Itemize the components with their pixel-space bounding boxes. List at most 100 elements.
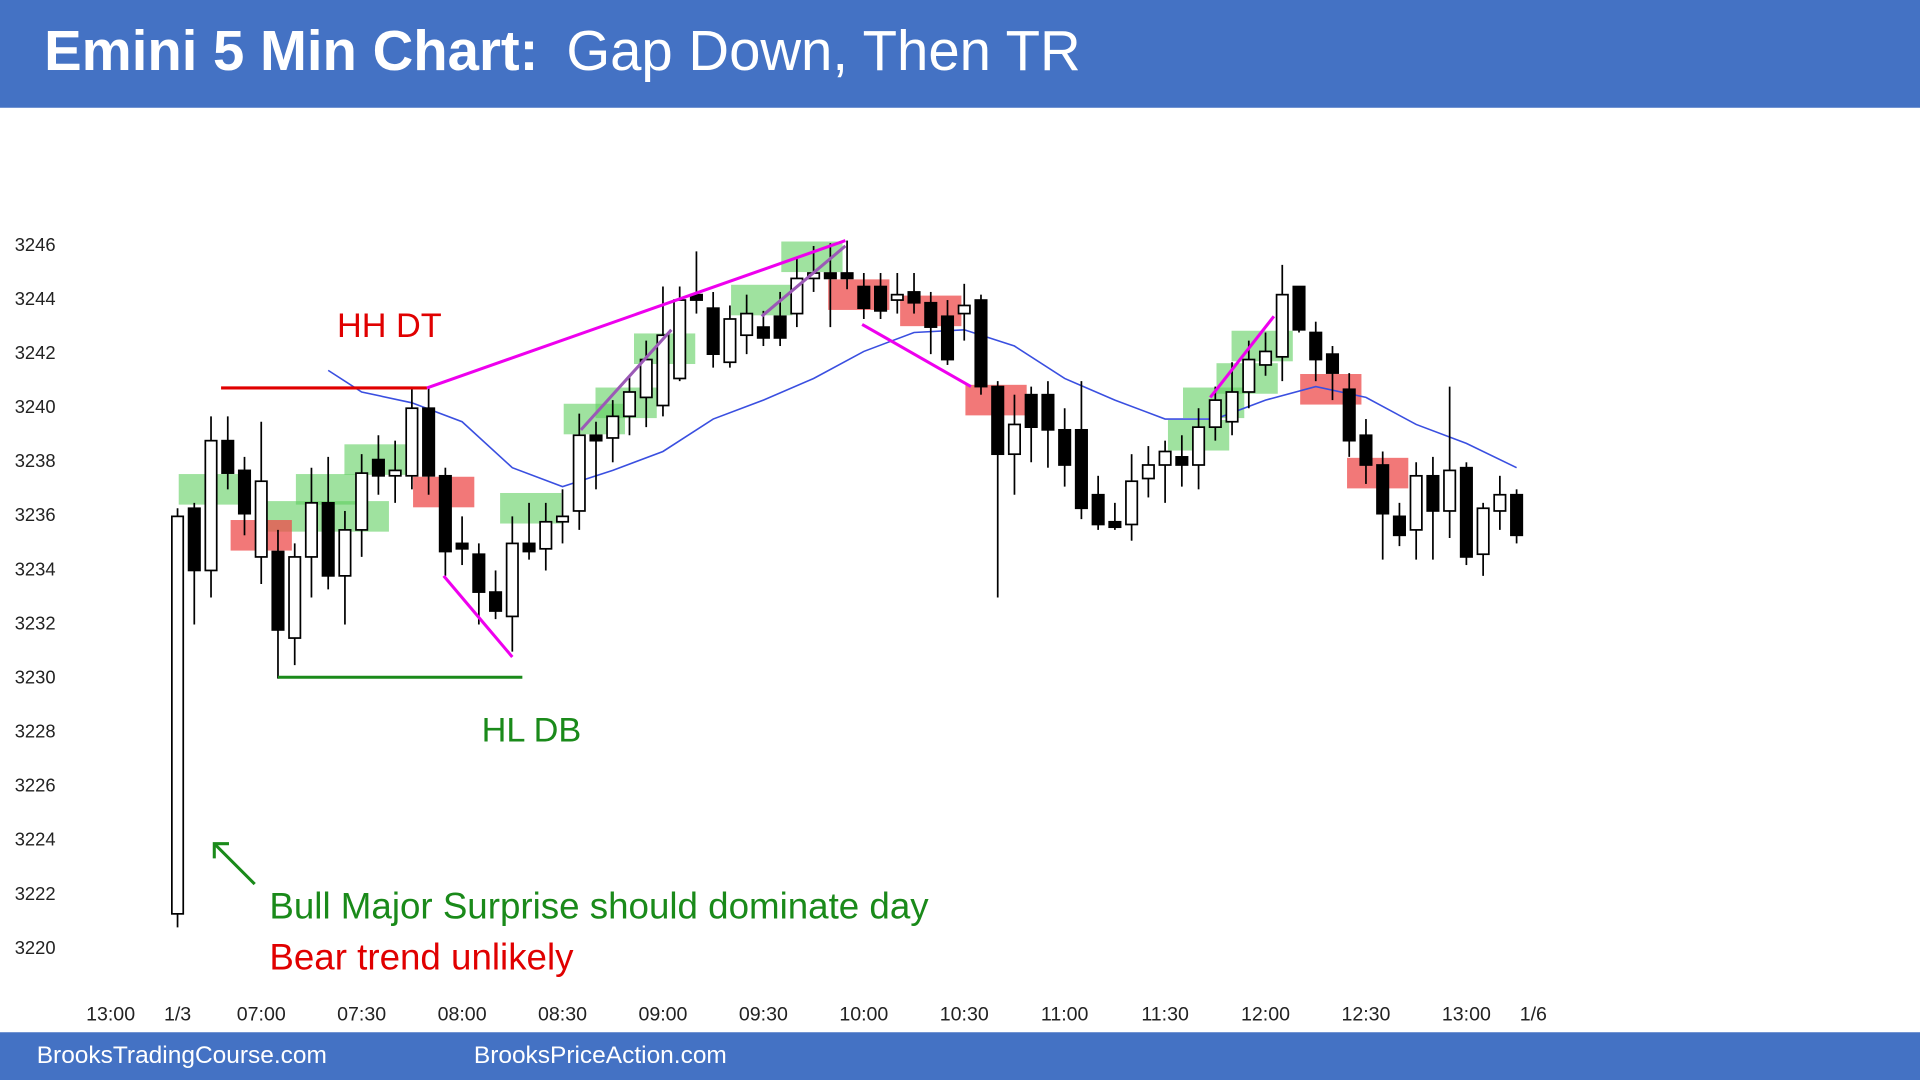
annotation: Bull Major Surprise should dominate day: [269, 885, 929, 926]
moving-average: [327, 328, 1517, 488]
x-tick-label: 11:30: [1141, 1003, 1189, 1025]
bull-signal: [295, 474, 358, 505]
candle-body: [1476, 507, 1490, 556]
trend-line: [861, 323, 972, 388]
trend-line: [1209, 315, 1276, 399]
x-tick-label: 08:00: [438, 1003, 487, 1025]
candle-body: [1510, 493, 1524, 537]
candle-body: [1192, 426, 1206, 466]
annotation: HH DT: [337, 307, 442, 345]
candle-body: [639, 358, 653, 399]
candle-body: [422, 407, 436, 477]
candle-body: [304, 501, 319, 558]
y-tick-label: 3220: [15, 937, 56, 958]
x-tick-label: 07:30: [337, 1003, 386, 1025]
candle-body: [321, 501, 335, 577]
y-tick-label: 3234: [15, 558, 56, 579]
candle-body: [438, 474, 452, 553]
x-tick-label: 10:30: [940, 1003, 989, 1025]
candle-body: [1325, 353, 1340, 374]
candle-body: [1309, 331, 1323, 361]
candle-body: [589, 434, 603, 442]
candle-body: [890, 293, 904, 301]
candle-body: [522, 542, 536, 553]
candle-body: [740, 312, 754, 337]
candle-body: [1376, 464, 1390, 515]
candle-body: [622, 391, 637, 418]
candle-body: [171, 515, 185, 915]
candle-body: [237, 469, 252, 515]
candle-body: [489, 591, 503, 612]
candle-body: [1058, 428, 1072, 466]
x-tick-label: 1/6: [1520, 1003, 1547, 1025]
candle-body: [924, 301, 938, 328]
y-tick-label: 3244: [15, 288, 56, 309]
chart-title: Emini 5 Min Chart:: [44, 19, 538, 82]
arrow-head: [212, 842, 229, 859]
candle-body: [773, 315, 787, 339]
candle-body: [1041, 393, 1055, 431]
x-tick-label: 1/3: [164, 1003, 191, 1025]
y-tick-label: 3224: [15, 829, 56, 850]
candle-body: [1258, 350, 1273, 366]
candle-body: [907, 291, 921, 304]
candle-body: [555, 515, 570, 523]
candle-body: [1409, 474, 1423, 531]
candle-body: [221, 439, 235, 474]
x-tick-label: 08:30: [538, 1003, 587, 1025]
candle-body: [957, 304, 971, 315]
candle-body: [706, 307, 720, 355]
bull-signal: [500, 492, 562, 524]
candle-body: [1493, 493, 1507, 512]
candle-body: [455, 542, 469, 550]
candle-body: [1242, 358, 1256, 393]
candle-body: [790, 277, 804, 315]
trend-line: [579, 328, 673, 431]
y-tick-label: 3238: [15, 450, 56, 471]
footer-link: BrooksTradingCourse.com: [37, 1042, 327, 1069]
candle-body: [1275, 293, 1289, 358]
candle-body: [271, 550, 285, 631]
x-tick-label: 12:30: [1341, 1003, 1390, 1025]
candle-body: [606, 415, 620, 439]
candle-body: [756, 326, 770, 339]
candle-body: [1125, 480, 1139, 526]
candle-body: [472, 553, 486, 593]
candle-body: [371, 458, 385, 477]
candle-body: [1225, 391, 1239, 423]
candle-body: [940, 315, 955, 361]
y-tick-label: 3228: [15, 721, 56, 742]
header-band: [0, 0, 1920, 108]
candle-body: [187, 507, 201, 572]
candle-body: [656, 334, 670, 407]
candle-body: [1292, 285, 1306, 331]
y-tick-label: 3232: [15, 612, 56, 633]
trend-line: [426, 239, 846, 390]
candle-body: [1141, 464, 1155, 480]
candle-body: [355, 472, 369, 531]
y-tick-label: 3240: [15, 396, 56, 417]
trend-line: [760, 244, 847, 318]
plot: 3220 3222 3224 3226 3228 3230 3232 3234 3236 3238…: [15, 234, 1547, 1025]
candle-body: [991, 385, 1005, 456]
candle-body: [723, 318, 737, 364]
candle-body: [1108, 520, 1122, 529]
y-tick-label: 3242: [15, 342, 56, 363]
y-tick-label: 3230: [15, 666, 56, 687]
x-tick-label: 11:00: [1041, 1003, 1089, 1025]
footer-link: BrooksPriceAction.com: [474, 1042, 727, 1069]
candle-body: [1074, 428, 1088, 510]
x-tick-label: 12:00: [1241, 1003, 1290, 1025]
candle-body: [1024, 393, 1038, 428]
chart-subtitle: Gap Down, Then TR: [566, 19, 1080, 82]
candle-body: [1443, 469, 1457, 512]
candle-body: [823, 272, 837, 280]
x-tick-label: 10:00: [839, 1003, 888, 1025]
annotation: Bear trend unlikely: [269, 937, 574, 978]
footer-band: [0, 1032, 1920, 1080]
candle-body: [1158, 450, 1172, 466]
chart-heading: Emini 5 Min Chart: Gap Down, Then TR: [44, 19, 1081, 82]
trend-line: [442, 574, 514, 658]
